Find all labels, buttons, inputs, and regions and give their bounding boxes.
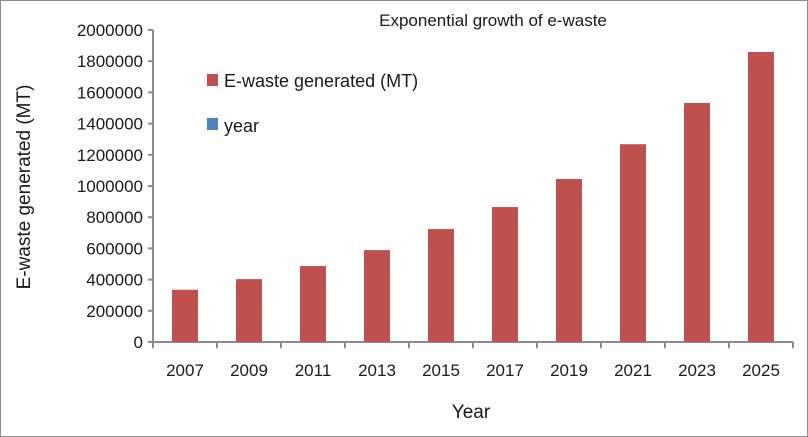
legend: E-waste generated (MT) year [207, 71, 418, 136]
y-tick-label: 600000 [86, 239, 143, 258]
x-tick-label: 2025 [742, 361, 780, 380]
y-tick-label: 1400000 [77, 115, 143, 134]
bar-2009 [236, 279, 262, 342]
y-tick-label: 1200000 [77, 146, 143, 165]
x-tick-label: 2007 [166, 361, 204, 380]
bar-2007 [172, 289, 198, 342]
y-tick-label: 200000 [86, 302, 143, 321]
legend-swatch-year [207, 118, 218, 130]
y-tick-label: 1600000 [77, 83, 143, 102]
y-tick-label: 400000 [86, 271, 143, 290]
x-tick-label: 2009 [230, 361, 268, 380]
bars [172, 51, 774, 343]
bar-2013 [364, 250, 390, 342]
x-tick-label: 2023 [678, 361, 716, 380]
chart-title: Exponential growth of e-waste [379, 11, 607, 30]
x-tick-label: 2013 [358, 361, 396, 380]
bar-2017 [492, 207, 518, 342]
y-tick-label: 1800000 [77, 52, 143, 71]
bar-2011 [300, 266, 326, 342]
y-tick-label: 800000 [86, 208, 143, 227]
x-tick-label: 2011 [295, 361, 332, 380]
y-tick-label: 0 [134, 333, 143, 352]
bar-2023 [684, 103, 710, 343]
y-tick-label: 1000000 [77, 177, 143, 196]
y-axis-label: E-waste generated (MT) [14, 85, 35, 290]
x-axis-label: Year [452, 402, 491, 423]
x-tick-label: 2019 [550, 361, 588, 380]
axes: 0 200000 400000 600000 800000 1000000 1200000 1… [77, 21, 794, 380]
legend-label-year: year [224, 116, 259, 136]
legend-label-ewaste: E-waste generated (MT) [224, 71, 418, 91]
bar-2019 [556, 178, 582, 342]
bar-2015 [428, 229, 454, 342]
x-tick-label: 2017 [486, 361, 524, 380]
legend-swatch-ewaste [207, 74, 218, 86]
x-tick-label: 2015 [422, 361, 460, 380]
x-tick-label: 2021 [614, 361, 652, 380]
y-tick-label: 2000000 [77, 21, 143, 40]
bar-2021 [620, 144, 646, 342]
bar-2025 [748, 51, 774, 342]
